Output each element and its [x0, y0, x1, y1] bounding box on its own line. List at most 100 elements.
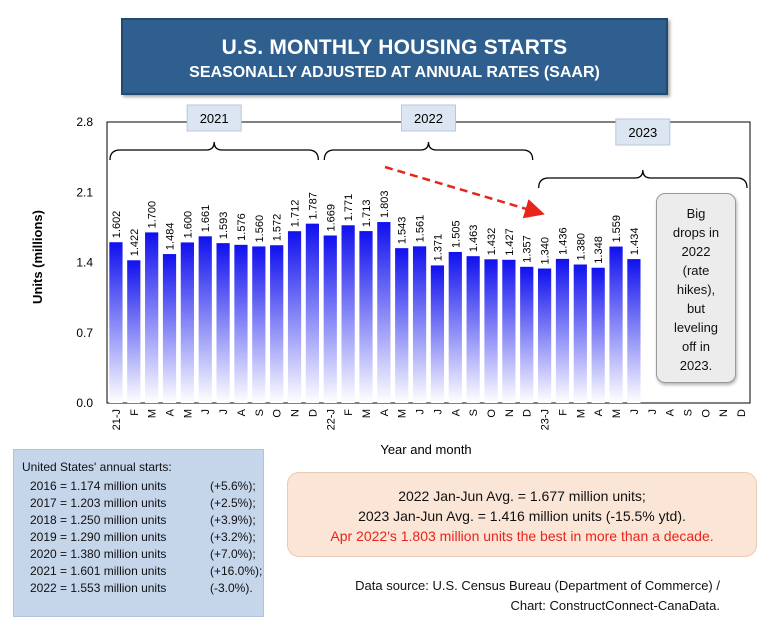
data-label: 1.771 — [343, 194, 355, 222]
annual-row: 2022 = 1.553 million units (-3.0%). — [22, 580, 263, 597]
annual-row: 2021 = 1.601 million units (+16.0%); — [22, 563, 263, 580]
x-tick-label: A — [165, 408, 177, 416]
chart-subtitle: SEASONALLY ADJUSTED AT ANNUAL RATES (SAA… — [189, 64, 600, 81]
data-label: 1.380 — [575, 233, 587, 261]
credit-line: Chart: ConstructConnect-CanaData. — [510, 598, 720, 613]
data-label: 1.576 — [236, 213, 248, 241]
data-label: 1.463 — [468, 225, 480, 253]
annual-year-value: 2018 = 1.250 million units — [30, 513, 167, 527]
data-label: 1.543 — [397, 217, 409, 245]
x-tick-label: A — [450, 408, 462, 416]
bar — [252, 246, 266, 403]
x-tick-label: M — [575, 409, 587, 418]
x-tick-label: J — [432, 409, 444, 415]
note-line: but — [686, 301, 706, 316]
annual-change: (+16.0%); — [210, 564, 263, 578]
annual-heading: United States' annual starts: — [22, 460, 172, 474]
data-label: 1.340 — [540, 237, 552, 265]
x-tick-label: 21-J — [111, 409, 123, 430]
x-tick-label: J — [647, 409, 659, 415]
data-label: 1.436 — [557, 227, 569, 255]
chart-title: U.S. MONTHLY HOUSING STARTS — [221, 36, 568, 59]
x-tick-label: M — [361, 409, 373, 418]
annual-row: 2016 = 1.174 million units (+5.6%); — [22, 478, 263, 495]
annual-change: (+5.6%); — [210, 479, 256, 493]
x-tick-label: A — [379, 408, 391, 416]
data-label: 1.371 — [432, 234, 444, 262]
data-label: 1.712 — [290, 200, 302, 228]
data-label: 1.357 — [522, 235, 534, 263]
x-tick-label: M — [611, 409, 623, 418]
data-label: 1.572 — [272, 214, 284, 242]
data-label: 1.803 — [379, 191, 391, 219]
x-tick-label: D — [522, 409, 534, 417]
data-label: 1.593 — [218, 212, 230, 240]
x-tick-label: J — [218, 409, 230, 415]
data-label: 1.713 — [361, 200, 373, 228]
y-tick-label: 2.8 — [76, 115, 93, 129]
annual-change: (-3.0%). — [210, 581, 253, 595]
chart-title-banner: U.S. MONTHLY HOUSING STARTS SEASONALLY A… — [121, 18, 668, 95]
note-line: 2022 — [681, 244, 711, 259]
data-label: 1.669 — [325, 204, 337, 232]
bar — [359, 231, 373, 403]
bar — [287, 231, 302, 403]
data-label: 1.434 — [629, 228, 641, 256]
year-label-box — [186, 104, 242, 132]
year-label-box — [401, 104, 456, 132]
note-line: (rate — [682, 263, 710, 278]
bar — [377, 222, 391, 403]
annual-year-value: 2021 = 1.601 million units — [30, 564, 167, 578]
note-line: leveling — [673, 320, 719, 335]
decline-arrow — [384, 165, 545, 219]
note-line: 2023. — [679, 358, 713, 373]
annual-row: 2020 = 1.380 million units (+7.0%); — [22, 546, 263, 563]
x-tick-label: N — [504, 409, 516, 417]
x-tick-label: J — [415, 409, 427, 415]
bar — [305, 223, 320, 403]
annual-row: 2018 = 1.250 million units (+3.9%); — [22, 512, 263, 529]
x-tick-label: M — [182, 409, 194, 418]
annual-year-value: 2020 = 1.380 million units — [30, 547, 167, 561]
data-label: 1.561 — [415, 215, 427, 243]
note-line: off in — [682, 339, 710, 354]
bar — [145, 232, 159, 403]
annual-year-value: 2016 = 1.174 million units — [30, 479, 167, 493]
note-box: Big drops in 2022 (rate hikes), but leve… — [656, 193, 736, 383]
x-tick-label: S — [468, 409, 480, 416]
x-tick-label: F — [557, 409, 569, 416]
x-tick-label: M — [147, 409, 159, 418]
bar — [484, 259, 498, 403]
record-note: Apr 2022's 1.803 million units the best … — [330, 528, 714, 544]
data-label: 1.348 — [593, 236, 605, 264]
y-tick-label: 2.1 — [76, 185, 93, 199]
bar — [127, 260, 141, 403]
note-line: Big — [686, 206, 706, 221]
bar — [520, 266, 534, 403]
x-tick-label: M — [397, 409, 409, 418]
avg-2022: 2022 Jan-Jun Avg. = 1.677 million units; — [398, 488, 646, 504]
y-axis-label: Units (millions) — [30, 210, 45, 304]
annual-row: 2019 = 1.290 million units (+3.2%); — [22, 529, 263, 546]
bar — [430, 265, 445, 403]
year-bracket — [538, 169, 748, 189]
annual-year-value: 2022 = 1.553 million units — [30, 581, 167, 595]
data-label: 1.427 — [504, 228, 516, 256]
bar — [216, 243, 230, 403]
data-label: 1.422 — [129, 229, 141, 257]
data-label: 1.700 — [147, 201, 159, 229]
bar — [109, 242, 123, 403]
bar — [627, 259, 641, 403]
bar — [341, 225, 355, 403]
annual-starts-box: United States' annual starts: 2016 = 1.1… — [13, 449, 264, 617]
data-label: 1.559 — [611, 215, 623, 243]
data-label: 1.432 — [486, 228, 498, 256]
year-label: 2022 — [414, 111, 443, 126]
data-label: 1.600 — [182, 211, 194, 239]
year-label-box — [615, 118, 671, 146]
bar — [609, 246, 623, 403]
annual-change: (+3.9%); — [210, 513, 256, 527]
x-tick-label: F — [343, 409, 355, 416]
x-tick-label: O — [700, 409, 712, 418]
